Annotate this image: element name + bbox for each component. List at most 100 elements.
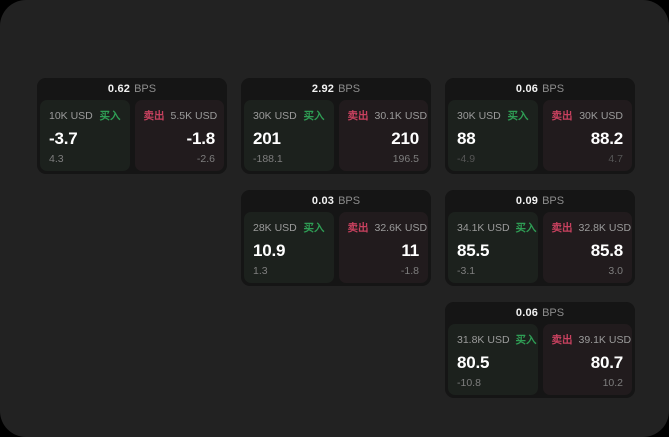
spread-value: 0.03 <box>311 195 335 207</box>
sell-price: -1.8 <box>186 128 216 148</box>
buy-panel[interactable]: 10K USD 买入 -3.7 4.3 <box>40 100 130 171</box>
sell-size: 39.1K USD <box>578 333 632 346</box>
spread-value: 0.06 <box>515 83 539 95</box>
sell-delta: 4.7 <box>608 152 623 165</box>
sell-panel[interactable]: 卖出 32.6K USD 11 -1.8 <box>338 212 428 283</box>
buy-side-label: 买入 <box>515 334 537 346</box>
spread-value: 0.62 <box>107 83 131 95</box>
sell-delta: 196.5 <box>392 152 419 165</box>
card-header: 0.06 BPS <box>445 302 635 324</box>
buy-size: 30K USD <box>253 109 297 122</box>
spread-unit: BPS <box>338 83 361 95</box>
buy-delta: -4.9 <box>457 152 476 165</box>
buy-side-label: 买入 <box>507 110 529 122</box>
sell-delta: 3.0 <box>608 264 623 277</box>
sell-side-label: 卖出 <box>347 110 369 122</box>
spread-unit: BPS <box>542 195 565 207</box>
buy-price: 88 <box>457 128 476 148</box>
sell-panel[interactable]: 卖出 5.5K USD -1.8 -2.6 <box>134 100 224 171</box>
sell-panel[interactable]: 卖出 30K USD 88.2 4.7 <box>542 100 632 171</box>
spread-unit: BPS <box>542 307 565 319</box>
buy-side-label: 买入 <box>303 222 325 234</box>
buy-price: -3.7 <box>49 128 78 148</box>
buy-side-label: 买入 <box>303 110 325 122</box>
card-header: 0.03 BPS <box>241 190 431 212</box>
card-panels: 34.1K USD 买入 85.5 -3.1 卖出 32.8K USD 85.8… <box>445 212 635 286</box>
quote-card[interactable]: 0.09 BPS 34.1K USD 买入 85.5 -3.1 卖出 <box>445 190 635 286</box>
spread-value: 0.09 <box>515 195 539 207</box>
sell-panel[interactable]: 卖出 30.1K USD 210 196.5 <box>338 100 428 171</box>
quote-card[interactable]: 2.92 BPS 30K USD 买入 201 -188.1 卖出 <box>241 78 431 174</box>
sell-price: 88.2 <box>590 128 623 148</box>
buy-panel[interactable]: 31.8K USD 买入 80.5 -10.8 <box>448 324 538 395</box>
sell-side-label: 卖出 <box>551 334 573 346</box>
card-panels: 10K USD 买入 -3.7 4.3 卖出 5.5K USD -1.8 -2.… <box>37 100 227 174</box>
sell-side-label: 卖出 <box>551 110 573 122</box>
sell-panel-header: 卖出 30K USD <box>552 108 624 123</box>
card-header: 0.09 BPS <box>445 190 635 212</box>
quote-card[interactable]: 0.06 BPS 31.8K USD 买入 80.5 -10.8 卖 <box>445 302 635 398</box>
buy-panel-header: 10K USD 买入 <box>49 108 121 123</box>
sell-delta: 10.2 <box>602 376 623 389</box>
buy-panel[interactable]: 30K USD 买入 201 -188.1 <box>244 100 334 171</box>
card-panels: 28K USD 买入 10.9 1.3 卖出 32.6K USD 11 -1.8 <box>241 212 431 286</box>
card-panels: 30K USD 买入 201 -188.1 卖出 30.1K USD 210 1… <box>241 100 431 174</box>
sell-price: 85.8 <box>590 240 623 260</box>
buy-size: 10K USD <box>49 109 93 122</box>
sell-size: 32.6K USD <box>374 221 428 234</box>
sell-panel-header: 卖出 32.6K USD <box>347 220 428 235</box>
spread-value: 0.06 <box>515 307 539 319</box>
sell-size: 5.5K USD <box>170 109 218 122</box>
buy-delta: 1.3 <box>253 264 268 277</box>
sell-panel-header: 卖出 5.5K USD <box>144 108 218 123</box>
quote-card[interactable]: 0.62 BPS 10K USD 买入 -3.7 4.3 卖出 <box>37 78 227 174</box>
sell-panel-header: 卖出 30.1K USD <box>347 108 428 123</box>
buy-size: 30K USD <box>457 109 501 122</box>
sell-size: 30K USD <box>579 109 623 122</box>
buy-panel[interactable]: 34.1K USD 买入 85.5 -3.1 <box>448 212 538 283</box>
sell-side-label: 卖出 <box>551 222 573 234</box>
sell-size: 32.8K USD <box>578 221 632 234</box>
spread-unit: BPS <box>338 195 361 207</box>
quote-card-grid: 0.62 BPS 10K USD 买入 -3.7 4.3 卖出 <box>37 78 635 398</box>
sell-delta: -2.6 <box>196 152 215 165</box>
buy-panel-header: 30K USD 买入 <box>457 108 529 123</box>
card-panels: 31.8K USD 买入 80.5 -10.8 卖出 39.1K USD 80.… <box>445 324 635 398</box>
buy-size: 31.8K USD <box>457 333 510 346</box>
card-header: 0.06 BPS <box>445 78 635 100</box>
sell-panel[interactable]: 卖出 39.1K USD 80.7 10.2 <box>542 324 632 395</box>
buy-price: 10.9 <box>253 240 286 260</box>
sell-price: 11 <box>401 240 419 260</box>
sell-price: 80.7 <box>590 352 623 372</box>
sell-panel[interactable]: 卖出 32.8K USD 85.8 3.0 <box>542 212 632 283</box>
sell-panel-header: 卖出 39.1K USD <box>551 332 632 347</box>
sell-delta: -1.8 <box>400 264 419 277</box>
buy-price: 85.5 <box>457 240 490 260</box>
buy-panel-header: 30K USD 买入 <box>253 108 325 123</box>
buy-panel-header: 34.1K USD 买入 <box>457 220 537 235</box>
quote-column-1: 0.62 BPS 10K USD 买入 -3.7 4.3 卖出 <box>37 78 227 174</box>
buy-delta: -188.1 <box>253 152 283 165</box>
buy-delta: -10.8 <box>457 376 481 389</box>
sell-price: 210 <box>391 128 419 148</box>
spread-unit: BPS <box>134 83 157 95</box>
buy-price: 201 <box>253 128 281 148</box>
buy-price: 80.5 <box>457 352 490 372</box>
buy-panel[interactable]: 30K USD 买入 88 -4.9 <box>448 100 538 171</box>
buy-size: 28K USD <box>253 221 297 234</box>
buy-side-label: 买入 <box>99 110 121 122</box>
buy-panel-header: 31.8K USD 买入 <box>457 332 537 347</box>
sell-panel-header: 卖出 32.8K USD <box>551 220 632 235</box>
spread-value: 2.92 <box>311 83 335 95</box>
buy-panel[interactable]: 28K USD 买入 10.9 1.3 <box>244 212 334 283</box>
quote-card[interactable]: 0.06 BPS 30K USD 买入 88 -4.9 卖出 <box>445 78 635 174</box>
sell-size: 30.1K USD <box>374 109 428 122</box>
card-header: 0.62 BPS <box>37 78 227 100</box>
buy-side-label: 买入 <box>515 222 537 234</box>
card-panels: 30K USD 买入 88 -4.9 卖出 30K USD 88.2 4.7 <box>445 100 635 174</box>
quote-column-2: 2.92 BPS 30K USD 买入 201 -188.1 卖出 <box>241 78 431 286</box>
buy-panel-header: 28K USD 买入 <box>253 220 325 235</box>
quote-card[interactable]: 0.03 BPS 28K USD 买入 10.9 1.3 卖出 <box>241 190 431 286</box>
sell-side-label: 卖出 <box>347 222 369 234</box>
